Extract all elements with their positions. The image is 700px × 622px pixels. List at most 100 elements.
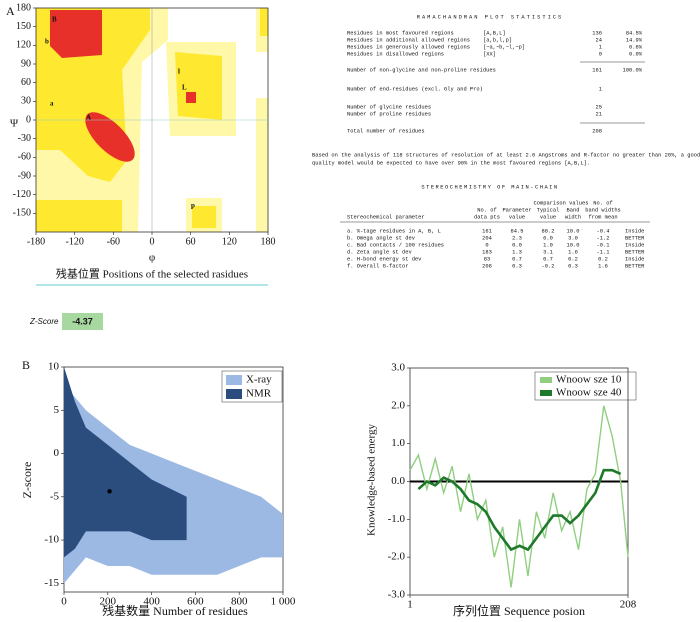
y-tick-label: 2.0 <box>391 399 405 411</box>
column-header: Band <box>567 207 580 213</box>
stereo-cell: Inside <box>625 242 644 248</box>
summary-count: 1 <box>599 86 602 92</box>
column-header: Typical <box>537 207 560 213</box>
stereo-cell: 84.5 <box>511 228 524 234</box>
favoured-region <box>186 92 196 103</box>
summary-label: Total number of residues <box>347 128 425 134</box>
y-tick-label: 5 <box>54 404 60 416</box>
stereo-cell: 2.3 <box>512 235 522 241</box>
x-tick-label: 120 <box>222 236 237 247</box>
stat-count: 1 <box>599 44 602 50</box>
stereo-cell: 0.3 <box>568 263 578 269</box>
badge-label: Z-Score <box>29 317 59 326</box>
current-point <box>107 489 112 494</box>
y-tick-label: 3.0 <box>391 362 405 374</box>
stereo-cell: 83 <box>484 256 490 262</box>
y-tick-label: 60 <box>21 77 31 88</box>
stereo-cell: BETTER <box>625 249 645 255</box>
column-header: value <box>509 214 525 220</box>
column-header: width <box>565 214 581 220</box>
stereo-cell: 0.7 <box>512 256 522 262</box>
legend-frame <box>534 371 637 401</box>
y-tick-label: 30 <box>21 96 31 107</box>
stat-percent: 0.6% <box>629 44 643 50</box>
badge-value: -4.37 <box>72 316 93 326</box>
panel-label: B <box>22 358 30 372</box>
stereo-cell: 10.0 <box>567 242 580 248</box>
x-tick-label: 0 <box>61 596 67 608</box>
stereo-cell: a. %-tage residues in A, B, L <box>347 228 441 234</box>
stat-label: Residues in generously allowed regions <box>347 44 470 50</box>
summary-count: 21 <box>596 111 602 117</box>
summary-label: Number of non-glycine and non-proline re… <box>347 67 496 73</box>
group-header: Comparison values <box>534 200 589 206</box>
y-axis-label: Knowledge-based energy <box>366 424 378 536</box>
x-tick-label: -180 <box>27 236 45 247</box>
region-label: b <box>45 38 49 46</box>
x-tick-label: -120 <box>65 236 83 247</box>
region-label: p <box>191 202 195 210</box>
summary-label: Number of proline residues <box>347 111 431 117</box>
y-tick-label: -60 <box>18 152 31 163</box>
x-axis-label: 残基数量 Number of residues <box>102 603 248 618</box>
stereo-cell: -0.4 <box>597 228 610 234</box>
y-tick-label: -2.0 <box>388 551 406 563</box>
x-tick-label: 200 <box>100 596 117 608</box>
stereo-cell: 10.0 <box>567 228 580 234</box>
favoured-region <box>85 112 135 162</box>
y-axis-label: Z-score <box>20 462 34 499</box>
stat-code: [XX] <box>483 51 496 57</box>
x-tick-label: 0 <box>150 236 155 247</box>
y-tick-label: -30 <box>18 133 31 144</box>
allowed-region <box>192 206 216 228</box>
y-tick-label: 150 <box>16 21 31 32</box>
caption: 残基位置 Positions of the selected rasidues <box>56 267 248 281</box>
stereo-cell: 1.3 <box>512 249 522 255</box>
summary-label: Number of glycine residues <box>347 104 431 110</box>
y-tick-label: -90 <box>18 170 31 181</box>
stereo-cell: 0.2 <box>598 256 608 262</box>
generous-region <box>256 98 268 232</box>
x-tick-label: 208 <box>620 599 637 611</box>
density-band <box>64 367 187 558</box>
stat-code: [~a,~b,~l,~p] <box>483 44 525 50</box>
y-tick-label: -120 <box>13 189 31 200</box>
summary-percent: 100.0% <box>623 67 643 73</box>
y-tick-label: 0.0 <box>391 475 405 487</box>
column-header: Stereochemical parameter <box>347 214 425 220</box>
legend-label: X-ray <box>246 374 272 386</box>
stereo-cell: c. Bad contacts / 100 residues <box>347 242 444 248</box>
series-line <box>409 405 629 588</box>
x-tick-label: 1 <box>407 599 413 611</box>
stereo-cell: -1.2 <box>597 235 610 241</box>
region-label: L <box>182 84 187 92</box>
region-label: A <box>86 114 91 122</box>
stat-percent: 0.0% <box>629 51 643 57</box>
stereo-cell: -1.1 <box>597 249 610 255</box>
density-band <box>64 384 283 584</box>
stereo-cell: 208 <box>482 263 492 269</box>
stat-label: Residues in disallowed regions <box>347 51 444 57</box>
stereo-cell: 1.6 <box>568 249 578 255</box>
stereo-cell: 0.7 <box>543 256 553 262</box>
stereo-cell: 0 <box>485 242 488 248</box>
stereo-cell: 3.1 <box>543 249 553 255</box>
column-header: No. of <box>593 200 612 206</box>
x-tick-label: -60 <box>107 236 120 247</box>
legend-label: NMR <box>246 388 272 400</box>
stereo-cell: 3.0 <box>568 235 578 241</box>
stereo-cell: f. Overall G-factor <box>347 263 408 269</box>
stereo-cell: Inside <box>625 256 644 262</box>
x-axis-label: 序列位置 Sequence posion <box>453 603 585 618</box>
note-line: quality model would be expected to have … <box>312 160 590 166</box>
y-tick-label: -15 <box>44 577 59 589</box>
y-tick-label: 0 <box>26 114 31 125</box>
y-tick-label: 1.0 <box>391 437 405 449</box>
stereo-cell: e. H-bond energy st dev <box>347 256 422 262</box>
summary-count: 25 <box>596 104 602 110</box>
stereo-cell: BETTER <box>625 235 645 241</box>
summary-label: Number of end-residues (excl. Gly and Pr… <box>347 86 483 92</box>
series-line <box>417 468 622 552</box>
legend-label: Wnoow sze 40 <box>556 387 622 399</box>
